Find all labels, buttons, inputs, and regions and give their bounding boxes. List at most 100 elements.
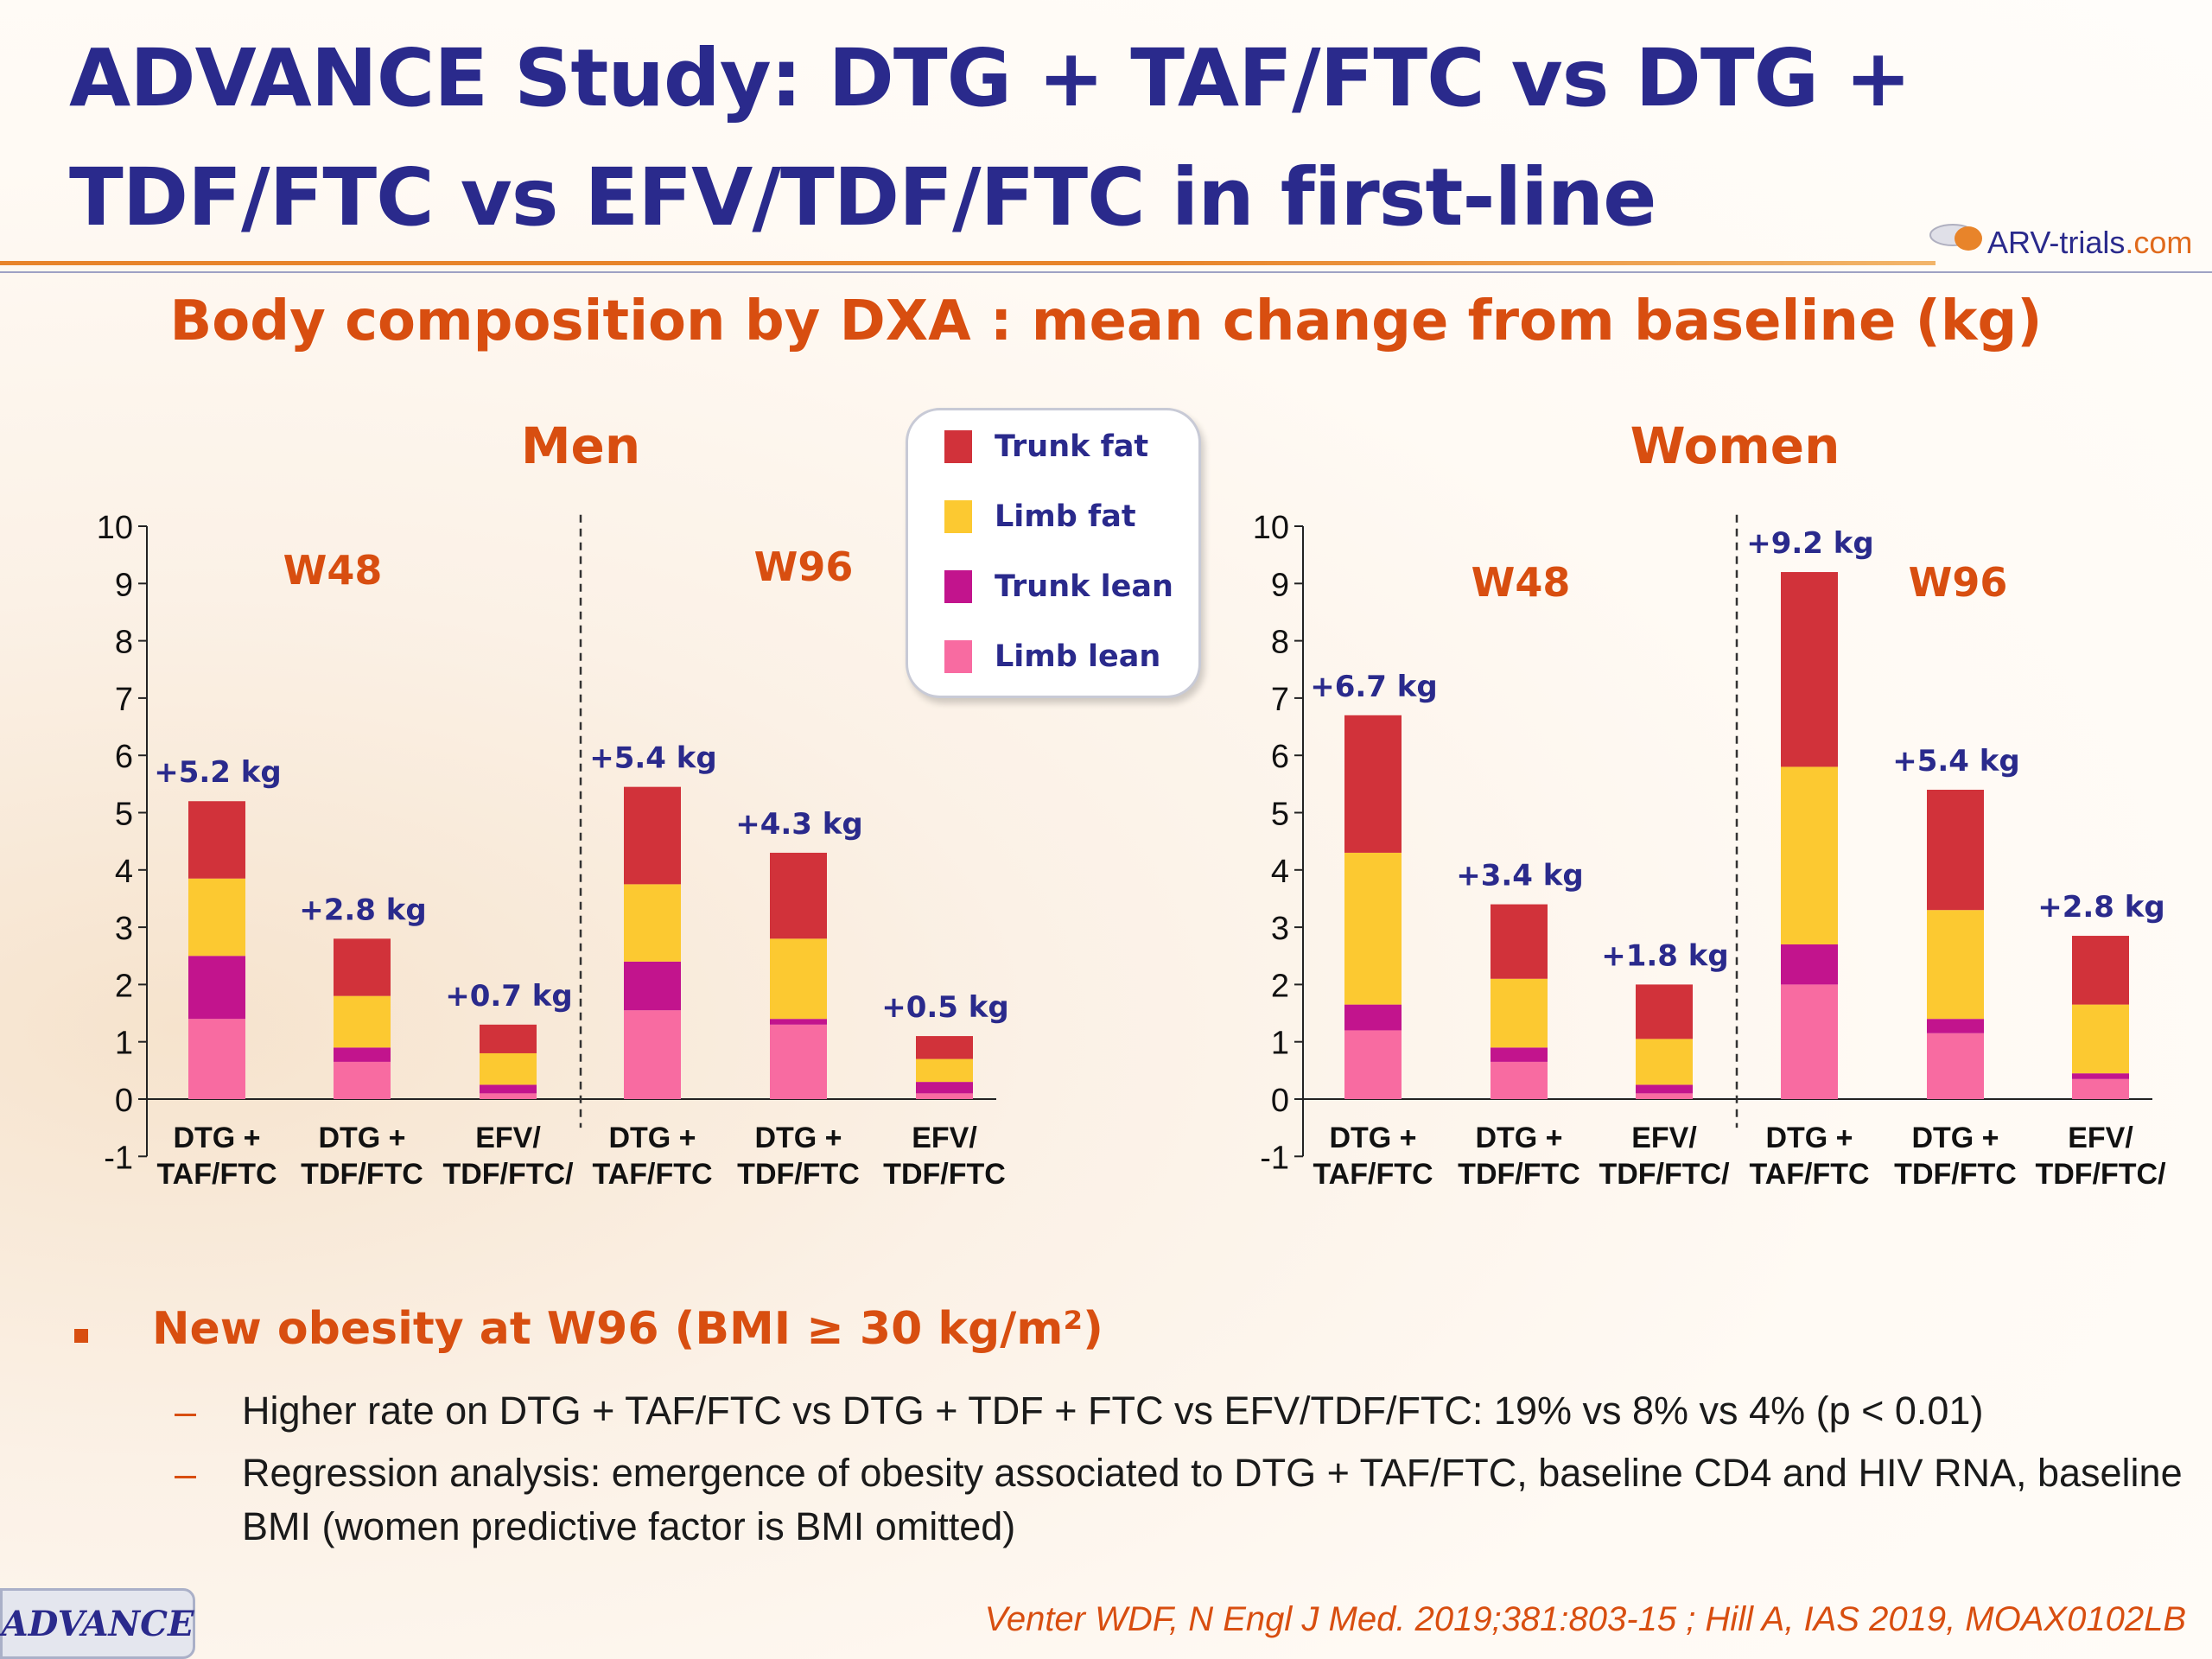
women-y-tick-label: 3 (1271, 911, 1289, 947)
men-bar-segment-trunk-fat (916, 1036, 973, 1059)
women-x-tick-label: EFV/ (2068, 1122, 2133, 1154)
men-x-tick-label: TDF/FTC (737, 1158, 860, 1191)
women-bar-total-label: +6.7 kg (1310, 670, 1438, 704)
women-x-tick-label: TDF/FTC/ (1599, 1158, 1730, 1191)
men-x-tick-label: TDF/FTC (301, 1158, 423, 1191)
women-bar-segment-trunk-lean (1636, 1084, 1693, 1094)
men-x-tick-label: EFV/ (912, 1122, 977, 1154)
legend-label: Limb fat (995, 499, 1136, 534)
women-y-tick-label: 6 (1271, 739, 1289, 775)
women-bar-segment-trunk-fat (1491, 904, 1548, 979)
men-x-tick-label: TDF/FTC (883, 1158, 1006, 1191)
men-y-tick-label: 5 (115, 797, 133, 833)
advance-badge-text: ADVANCE (1, 1603, 194, 1644)
women-x-tick-label: TDF/FTC (1894, 1158, 2017, 1191)
men-bar-segment-trunk-lean (480, 1084, 537, 1094)
advance-badge: ADVANCE (0, 1588, 195, 1659)
men-bar-total-label: +0.5 kg (881, 990, 1009, 1025)
men-bar-segment-limb-fat (624, 884, 681, 962)
men-x-tick-label: EFV/ (475, 1122, 541, 1154)
men-y-tick-label: 10 (97, 510, 133, 546)
men-bar-segment-limb-lean (916, 1093, 973, 1099)
men-bar-segment-trunk-lean (624, 961, 681, 1011)
men-bar-segment-trunk-lean (916, 1082, 973, 1094)
logo-text-dot: .com (2125, 225, 2193, 260)
dash-marker: – (175, 1389, 197, 1433)
women-bar-segment-limb-lean (2072, 1078, 2129, 1099)
men-y-tick-label: -1 (104, 1140, 133, 1176)
men-bar-segment-limb-lean (334, 1061, 391, 1099)
women-bar-segment-limb-lean (1927, 1033, 1984, 1099)
women-bar-segment-limb-lean (1781, 984, 1838, 1099)
women-bar-segment-limb-fat (2072, 1004, 2129, 1074)
men-x-tick-label: TAF/FTC (592, 1158, 712, 1191)
women-bar-segment-trunk-fat (1636, 984, 1693, 1039)
women-x-tick-label: TAF/FTC (1313, 1158, 1433, 1191)
women-bar-segment-limb-lean (1344, 1030, 1402, 1099)
bullet-marker (74, 1329, 88, 1343)
women-y-tick-label: -1 (1260, 1140, 1289, 1176)
men-y-tick-label: 2 (115, 968, 133, 1004)
bullet-subitem: Regression analysis: emergence of obesit… (242, 1451, 2183, 1548)
women-bar-segment-limb-fat (1636, 1039, 1693, 1085)
women-x-tick-label: DTG + (1329, 1122, 1416, 1154)
men-bar-segment-trunk-lean (334, 1047, 391, 1062)
women-x-tick-label: EFV/ (1631, 1122, 1697, 1154)
women-bar-segment-limb-lean (1636, 1093, 1693, 1099)
women-bar-total-label: +1.8 kg (1601, 938, 1729, 973)
men-y-tick-label: 4 (115, 854, 133, 890)
citation: Venter WDF, N Engl J Med. 2019;381:803-1… (984, 1600, 2186, 1638)
legend-swatch (944, 500, 972, 533)
men-bar-segment-limb-lean (624, 1010, 681, 1099)
women-chart-title: Women (1630, 416, 1840, 475)
men-chart-title: Men (521, 416, 640, 475)
women-x-tick-label: DTG + (1765, 1122, 1853, 1154)
men-bar-segment-limb-fat (480, 1052, 537, 1085)
men-bar-total-label: +4.3 kg (735, 807, 863, 842)
men-bar-segment-trunk-fat (624, 786, 681, 885)
legend-label: Trunk lean (995, 569, 1173, 604)
men-bar-total-label: +5.4 kg (589, 741, 717, 776)
women-y-tick-label: 7 (1271, 682, 1289, 718)
men-x-tick-label: DTG + (173, 1122, 260, 1154)
women-bar-segment-trunk-fat (1927, 789, 1984, 911)
women-bar-segment-trunk-lean (1927, 1019, 1984, 1033)
men-y-tick-label: 7 (115, 682, 133, 718)
chart-subtitle: Body composition by DXA : mean change fr… (169, 289, 2043, 353)
women-y-tick-label: 0 (1271, 1083, 1289, 1119)
women-bar-segment-trunk-fat (1781, 572, 1838, 767)
legend-swatch (944, 570, 972, 603)
bullet-subitem: Higher rate on DTG + TAF/FTC vs DTG + TD… (242, 1389, 1984, 1433)
men-bar-segment-trunk-lean (188, 956, 245, 1020)
men-bar-total-label: +2.8 kg (299, 893, 427, 927)
chart-legend: Trunk fat Limb fat Trunk lean Limb lean (906, 408, 1201, 698)
men-bar-segment-limb-lean (480, 1093, 537, 1099)
women-bar-segment-trunk-fat (2072, 936, 2129, 1005)
logo-text-main: ARV-trials (1987, 225, 2126, 260)
men-bar-segment-trunk-fat (188, 801, 245, 879)
men-y-tick-label: 6 (115, 739, 133, 775)
women-bar-segment-limb-lean (1491, 1061, 1548, 1099)
women-bar-segment-limb-fat (1781, 766, 1838, 944)
logo-text: ARV-trials.com (1987, 225, 2192, 261)
men-bar-segment-trunk-fat (770, 852, 827, 939)
men-bar-total-label: +5.2 kg (154, 755, 282, 790)
women-group-label: W96 (1909, 559, 2008, 606)
bullet-heading-text: New obesity at W96 (BMI ≥ 30 kg/m²) (152, 1303, 1103, 1355)
legend-item-trunk-lean: Trunk lean (944, 569, 1173, 604)
legend-item-trunk-fat: Trunk fat (944, 429, 1148, 464)
men-group-label: W96 (754, 543, 854, 590)
men-bar-segment-trunk-fat (480, 1024, 537, 1053)
men-bar-segment-trunk-fat (334, 938, 391, 996)
men-x-tick-label: TAF/FTC (156, 1158, 276, 1191)
men-bar-segment-limb-lean (188, 1019, 245, 1099)
women-bar-segment-trunk-lean (1781, 944, 1838, 985)
men-y-tick-label: 0 (115, 1083, 133, 1119)
legend-label: Limb lean (995, 639, 1161, 674)
women-y-tick-label: 2 (1271, 968, 1289, 1004)
women-bar-segment-trunk-fat (1344, 715, 1402, 853)
header-rule (0, 261, 1936, 265)
women-bar-total-label: +3.4 kg (1456, 859, 1584, 893)
page-title: ADVANCE Study: DTG + TAF/FTC vs DTG + TD… (69, 32, 1911, 244)
